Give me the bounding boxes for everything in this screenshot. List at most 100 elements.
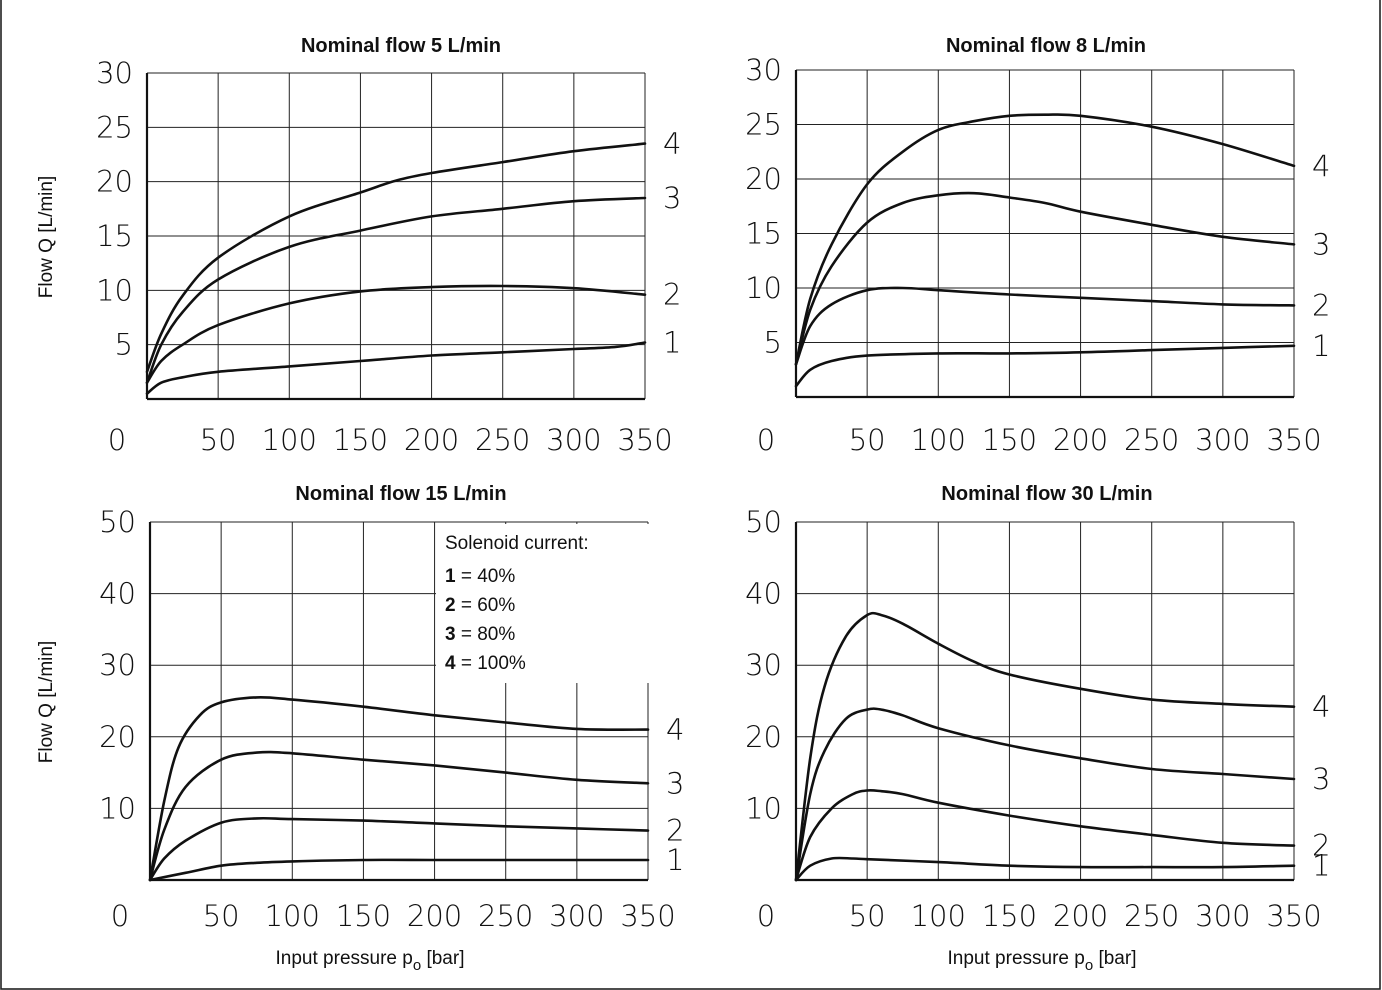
y-tick-label: 15 [745,217,782,251]
x-tick-label: 100 [265,899,320,933]
y-tick-label: 25 [96,110,133,144]
y-axis-label: Flow Q [L/min] [36,641,57,763]
x-axis-label-main: Input pressure p [276,948,413,969]
x-tick-label: 50 [203,899,240,933]
panel-title: Nominal flow 5 L/min [301,35,501,57]
x-axis-label: Input pressure po [bar] [276,948,465,974]
x-tick-label: 0 [757,423,775,457]
y-tick-label: 20 [745,162,782,196]
panel-title: Nominal flow 15 L/min [295,483,506,505]
series-curve-3 [148,750,650,882]
y-tick-label: 50 [99,505,136,539]
x-axis-label-unit: [bar] [421,948,464,969]
x-axis-label-subscript: o [1085,957,1093,974]
series-curve-4 [794,611,1296,882]
panel-title: Nominal flow 8 L/min [946,35,1146,57]
x-tick-label: 200 [407,899,462,933]
legend-entry: 4 = 100% [445,653,526,674]
series-label-1: 1 [663,325,681,359]
x-tick-label: 250 [1124,899,1179,933]
series-label-3: 3 [1312,762,1330,796]
y-tick-label: 5 [764,326,782,360]
y-tick-label: 30 [745,648,782,682]
x-tick-label: 250 [475,423,530,457]
series-curve-1 [794,856,1296,882]
x-tick-label: 150 [333,423,388,457]
x-tick-label: 50 [849,423,886,457]
series-curve-3 [794,707,1296,882]
y-tick-label: 30 [99,648,136,682]
y-tick-label: 40 [99,577,136,611]
series-curve-1 [148,858,650,882]
series-curve-2 [145,284,647,384]
series-curve-2 [794,286,1296,366]
y-tick-label: 15 [96,219,133,253]
x-tick-label: 300 [1195,423,1250,457]
series-curve-1 [145,341,647,395]
x-tick-label: 200 [1053,423,1108,457]
x-tick-label: 150 [982,423,1037,457]
series-label-3: 3 [663,181,681,215]
x-tick-label: 350 [617,423,672,457]
legend-box [436,524,650,683]
series-label-4: 4 [1312,690,1330,724]
series-curve-3 [794,191,1296,366]
legend-entry: 1 = 40% [445,566,515,587]
series-curve-4 [148,695,650,882]
x-tick-label: 150 [982,899,1037,933]
series-label-2: 2 [1312,829,1330,863]
series-curve-2 [794,789,1296,882]
x-axis-label-main: Input pressure p [948,948,1085,969]
y-tick-label: 20 [96,165,133,199]
y-tick-label: 30 [96,56,133,90]
y-tick-label: 10 [745,271,782,305]
series-label-3: 3 [1312,227,1330,261]
panel-title: Nominal flow 30 L/min [941,483,1152,505]
series-label-2: 2 [666,814,684,848]
y-tick-label: 10 [96,273,133,307]
x-tick-label: 250 [478,899,533,933]
series-label-4: 4 [666,713,684,747]
series-label-4: 4 [1312,149,1330,183]
x-tick-label: 0 [108,423,126,457]
x-tick-label: 100 [911,899,966,933]
legend-entry: 3 = 80% [445,624,515,645]
series-label-2: 2 [663,278,681,312]
x-tick-label: 350 [620,899,675,933]
series-label-1: 1 [666,843,684,877]
x-tick-label: 0 [111,899,129,933]
x-axis-label-subscript: o [413,957,421,974]
x-tick-label: 100 [911,423,966,457]
x-tick-label: 200 [1053,899,1108,933]
x-tick-label: 350 [1266,423,1321,457]
x-tick-label: 100 [262,423,317,457]
x-tick-label: 150 [336,899,391,933]
y-tick-label: 10 [745,791,782,825]
x-tick-label: 0 [757,899,775,933]
x-tick-label: 50 [200,423,237,457]
x-tick-label: 50 [849,899,886,933]
x-tick-label: 350 [1266,899,1321,933]
y-tick-label: 10 [99,791,136,825]
series-curve-2 [148,816,650,882]
panel-nominal-flow-30: Nominal flow 30 L/min 0 50 100 150 200 250 300… [745,483,1330,974]
series-curve-4 [145,142,647,374]
y-tick-label: 5 [115,328,133,362]
x-tick-label: 300 [546,423,601,457]
y-tick-label: 20 [745,720,782,754]
y-tick-label: 25 [745,108,782,142]
y-tick-label: 50 [745,505,782,539]
x-tick-label: 300 [549,899,604,933]
panel-nominal-flow-15: Nominal flow 15 L/min Flow Q [L/min] 0 50… [36,483,684,974]
series-label-3: 3 [666,766,684,800]
panel-nominal-flow-8: Nominal flow 8 L/min 0 50 100 150 200 250 300 3… [745,35,1330,457]
y-axis-label: Flow Q [L/min] [36,176,57,298]
series-curve-3 [145,196,647,384]
x-tick-label: 300 [1195,899,1250,933]
series-curve-4 [794,113,1296,366]
x-tick-label: 200 [404,423,459,457]
legend-title: Solenoid current: [445,533,589,554]
legend-entry: 2 = 60% [445,595,515,616]
